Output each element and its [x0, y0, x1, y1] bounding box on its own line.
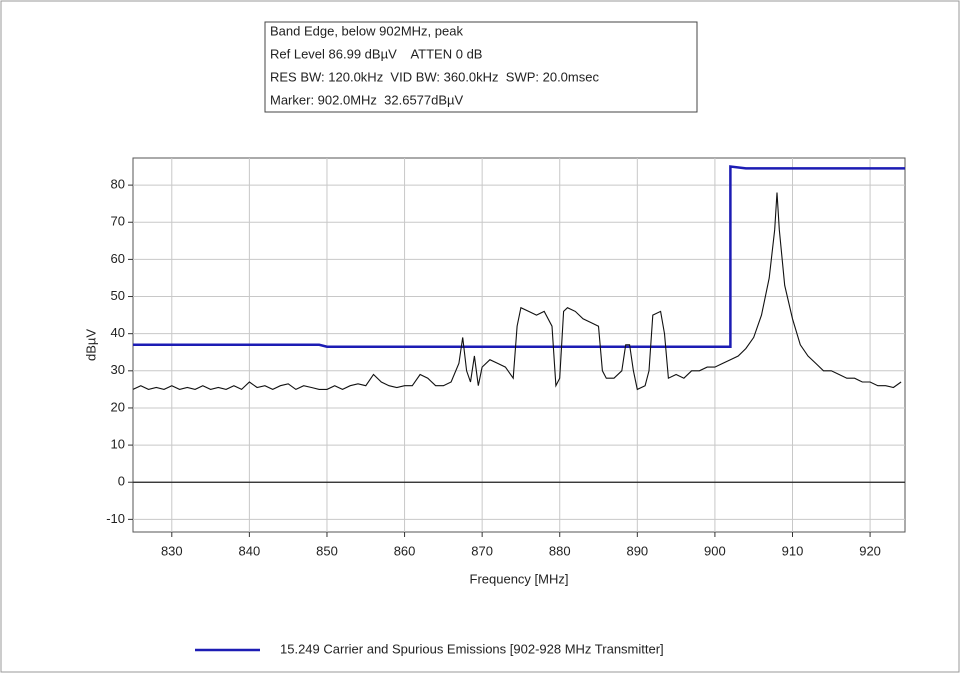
x-tick-label: 920	[859, 543, 881, 558]
x-tick-label: 880	[549, 543, 571, 558]
info-line: Band Edge, below 902MHz, peak	[270, 23, 463, 38]
series-line	[132, 192, 902, 391]
y-tick-label: 80	[111, 177, 125, 192]
y-tick-label: 10	[111, 437, 125, 452]
y-tick-label: -10	[106, 511, 125, 526]
legend-label: 15.249 Carrier and Spurious Emissions [9…	[280, 641, 664, 656]
y-tick-label: 60	[111, 251, 125, 266]
x-tick-label: 830	[161, 543, 183, 558]
x-tick-label: 850	[316, 543, 338, 558]
y-tick-label: 30	[111, 362, 125, 377]
x-tick-label: 870	[471, 543, 493, 558]
y-tick-label: 40	[111, 325, 125, 340]
y-tick-label: 20	[111, 399, 125, 414]
x-tick-label: 890	[626, 543, 648, 558]
info-line: RES BW: 120.0kHz VID BW: 360.0kHz SWP: 2…	[270, 69, 599, 84]
info-line: Ref Level 86.99 dBµV ATTEN 0 dB	[270, 46, 482, 61]
x-axis-label: Frequency [MHz]	[470, 571, 569, 586]
x-tick-label: 900	[704, 543, 726, 558]
y-tick-label: 0	[118, 474, 125, 489]
y-tick-label: 50	[111, 288, 125, 303]
x-tick-label: 860	[394, 543, 416, 558]
x-tick-label: 910	[782, 543, 804, 558]
x-tick-label: 840	[239, 543, 261, 558]
series-line	[133, 165, 905, 348]
info-box	[264, 21, 698, 113]
y-tick-label: 70	[111, 214, 125, 229]
info-line: Marker: 902.0MHz 32.6577dBµV	[270, 92, 464, 107]
y-axis-label: dBµV	[83, 329, 98, 361]
